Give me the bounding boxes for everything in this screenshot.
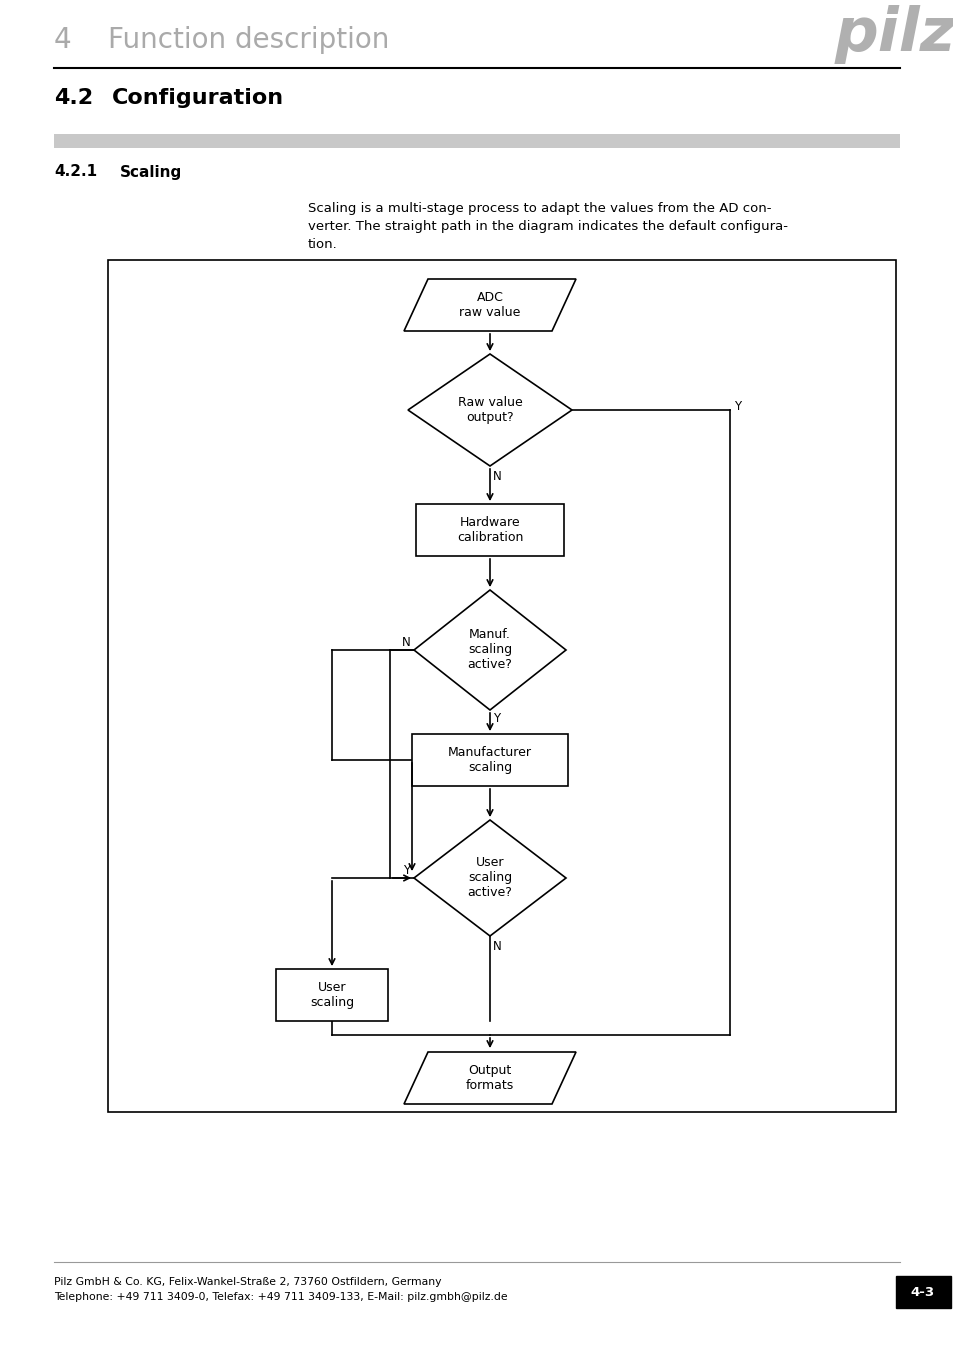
- Text: Y: Y: [493, 711, 499, 725]
- Text: User
scaling
active?: User scaling active?: [467, 856, 512, 899]
- Text: Manufacturer
scaling: Manufacturer scaling: [448, 747, 532, 774]
- Bar: [275, 969, 388, 1021]
- Text: Function description: Function description: [108, 26, 389, 54]
- Bar: [895, 1276, 950, 1308]
- Text: Raw value
output?: Raw value output?: [457, 396, 522, 424]
- Polygon shape: [414, 590, 565, 710]
- Text: N: N: [402, 636, 411, 648]
- Bar: [412, 734, 567, 786]
- Text: ADC
raw value: ADC raw value: [458, 292, 520, 319]
- Text: pilz: pilz: [834, 4, 953, 63]
- Text: Y: Y: [402, 864, 410, 876]
- Polygon shape: [408, 354, 572, 466]
- Text: Hardware
calibration: Hardware calibration: [456, 516, 522, 544]
- Text: User
scaling: User scaling: [310, 981, 354, 1008]
- Text: Scaling is a multi-stage process to adapt the values from the AD con-: Scaling is a multi-stage process to adap…: [308, 202, 771, 215]
- Polygon shape: [403, 279, 576, 331]
- Text: 4.2.1: 4.2.1: [54, 165, 97, 180]
- Polygon shape: [403, 1052, 576, 1104]
- Text: verter. The straight path in the diagram indicates the default configura-: verter. The straight path in the diagram…: [308, 220, 787, 234]
- Text: tion.: tion.: [308, 238, 337, 251]
- Text: Output
formats: Output formats: [465, 1064, 514, 1092]
- Text: N: N: [493, 940, 501, 953]
- Text: Pilz GmbH & Co. KG, Felix-Wankel-Straße 2, 73760 Ostfildern, Germany: Pilz GmbH & Co. KG, Felix-Wankel-Straße …: [54, 1277, 441, 1287]
- Text: Scaling: Scaling: [120, 165, 182, 180]
- Text: Manuf.
scaling
active?: Manuf. scaling active?: [467, 629, 512, 671]
- Text: N: N: [493, 470, 501, 483]
- Bar: [416, 504, 563, 556]
- Text: Telephone: +49 711 3409-0, Telefax: +49 711 3409-133, E-Mail: pilz.gmbh@pilz.de: Telephone: +49 711 3409-0, Telefax: +49 …: [54, 1292, 507, 1301]
- Text: 4: 4: [54, 26, 71, 54]
- Text: 4.2: 4.2: [54, 88, 93, 108]
- Bar: [108, 261, 895, 1112]
- Text: Y: Y: [733, 400, 740, 413]
- Bar: [54, 134, 899, 148]
- Text: Configuration: Configuration: [112, 88, 284, 108]
- Text: 4-3: 4-3: [910, 1285, 934, 1299]
- Polygon shape: [414, 819, 565, 936]
